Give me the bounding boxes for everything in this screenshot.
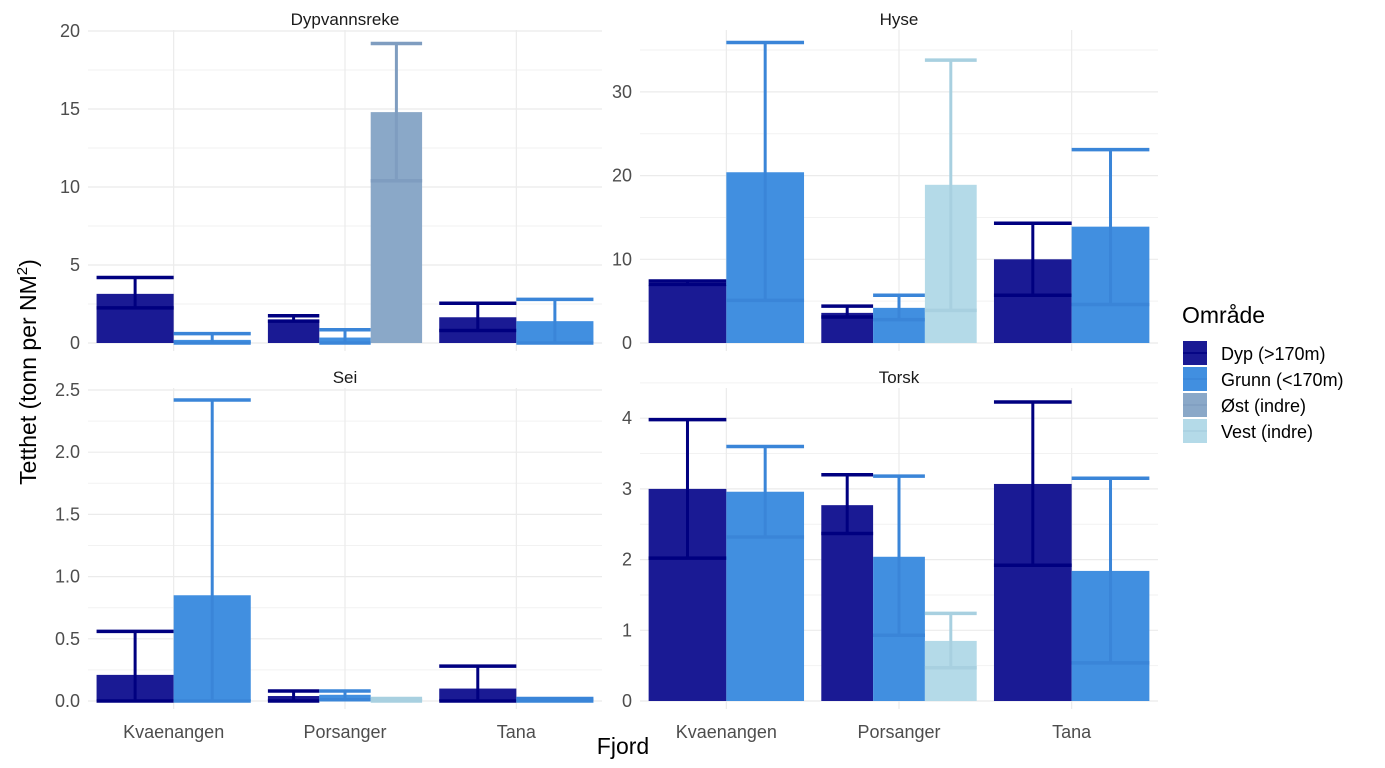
- y-tick-label: 3: [622, 479, 632, 499]
- panel-hyse: 0 10 20 30 Hyse: [612, 10, 1158, 353]
- x-tick-label: Kvaenangen: [123, 722, 224, 742]
- y-tick-label: 4: [622, 408, 632, 428]
- y-tick-label: 10: [612, 249, 632, 269]
- legend-label-ost: Øst (indre): [1221, 396, 1306, 416]
- x-tick-label: Porsanger: [303, 722, 386, 742]
- panel-dypvannsreke: 0 5 10 15 20 Dypvannsreke: [60, 10, 602, 353]
- y-tick-label: 0.0: [55, 691, 80, 711]
- y-tick-label: 5: [70, 255, 80, 275]
- panels: 05101520Dypvannsreke0102030Hyse0.00.51.0…: [55, 10, 1158, 742]
- y-tick-label: 1.5: [55, 504, 80, 524]
- y-tick-label: 2.0: [55, 442, 80, 462]
- legend-title: Område: [1182, 302, 1265, 328]
- panel-torsk: 0 1 2 3 4 Torsk Kvaenangen Porsanger Tana: [622, 368, 1158, 742]
- y-tick-label: 20: [612, 166, 632, 186]
- y-tick-label: 0: [70, 333, 80, 353]
- y-tick-label: 15: [60, 99, 80, 119]
- y-tick-label: 2.5: [55, 380, 80, 400]
- y-axis-title: Tetthet (tonn per NM2): [14, 259, 41, 485]
- x-tick-label: Kvaenangen: [676, 722, 777, 742]
- y-tick-label: 1: [622, 620, 632, 640]
- legend-label-grunn: Grunn (<170m): [1221, 370, 1344, 390]
- x-tick-label: Tana: [1052, 722, 1092, 742]
- y-axis-title-superscript: 2: [14, 267, 31, 275]
- legend: Område Dyp (>170m) Grunn (<170m) Øst (indr…: [1182, 302, 1344, 443]
- x-axis-title: Fjord: [597, 733, 649, 759]
- y-axis-title-main: Tetthet (tonn per NM: [15, 275, 41, 485]
- y-tick-label: 30: [612, 82, 632, 102]
- bar-dyp: [648, 285, 727, 343]
- y-tick-label: 0: [622, 691, 632, 711]
- y-tick-label: 1.0: [55, 567, 80, 587]
- legend-label-vest: Vest (indre): [1221, 422, 1313, 442]
- y-axis-title-suffix: ): [15, 259, 41, 267]
- x-tick-label: Porsanger: [857, 722, 940, 742]
- panel-title: Sei: [333, 368, 358, 387]
- legend-label-dyp: Dyp (>170m): [1221, 344, 1326, 364]
- y-tick-label: 10: [60, 177, 80, 197]
- panel-title: Dypvannsreke: [291, 10, 400, 29]
- y-tick-label: 20: [60, 21, 80, 41]
- panel-title: Hyse: [880, 10, 919, 29]
- y-tick-label: 2: [622, 550, 632, 570]
- y-tick-label: 0: [622, 333, 632, 353]
- y-tick-label: 0.5: [55, 629, 80, 649]
- x-tick-label: Tana: [497, 722, 537, 742]
- bar-dyp: [821, 505, 874, 701]
- bar-dyp: [267, 319, 320, 343]
- panel-title: Torsk: [879, 368, 920, 387]
- panel-sei: 0.0 0.5 1.0 1.5 2.0 2.5 Sei Kvaenangen Porsanger…: [55, 368, 602, 742]
